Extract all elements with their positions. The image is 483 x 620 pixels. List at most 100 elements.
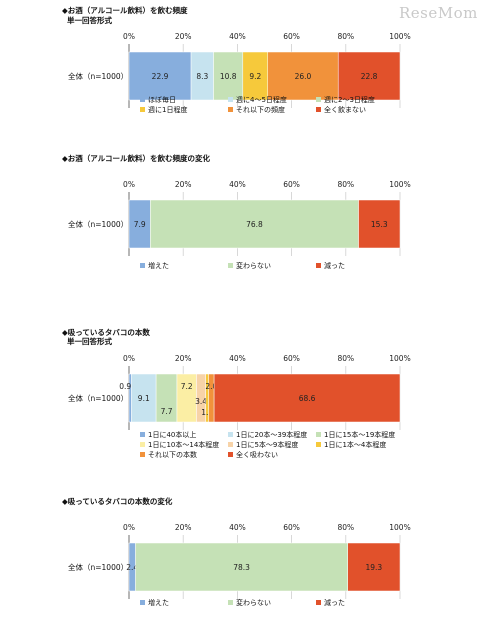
data-label: 7.2 [181,382,193,391]
legend-label: 増えた [148,262,169,270]
tick-label: 20% [175,523,192,532]
tick-label: 80% [337,32,354,41]
tick-label: 100% [389,32,410,41]
legend-item: 1日に5本～9本程度 [228,441,298,450]
legend-label: 増えた [148,599,169,607]
legend-item: 変わらない [228,262,271,271]
legend-item: それ以下の頻度 [228,106,285,115]
bar-segment [347,542,401,592]
legend-swatch [316,442,321,447]
tick-label: 0% [123,180,135,189]
data-label: 7.7 [161,407,173,416]
data-label: 26.0 [295,72,312,81]
data-label: 8.3 [196,72,208,81]
category-label: 全体（n=1000） [68,393,128,403]
data-label: 2.4 [126,563,138,572]
legend-swatch [140,600,145,605]
resemom-watermark: ReseMom [399,4,478,22]
tick-label: 60% [283,354,300,363]
chart-plot: 0% 20% 40% 60% 80% 100% 全体（n=1000） 22.9 8.3 10.8 9… [68,32,411,108]
data-label: 9.1 [138,394,150,403]
chart-plot: 0% 20% 40% 60% 80% 100% 全体（n=1000） 7.9 76.8 15.3 [68,180,411,256]
chart-title: ◆吸っているタバコの本数 [62,328,150,337]
category-label: 全体（n=1000） [68,71,128,81]
tick-label: 0% [123,32,135,41]
legend-swatch [316,97,321,102]
data-label: 0.9 [119,382,131,391]
legend-label: それ以下の頻度 [236,106,285,114]
chart-title: ◆お酒（アルコール飲料）を飲む頻度 [62,6,188,15]
chart-drinking-change: ◆お酒（アルコール飲料）を飲む頻度の変化 0% 20% 40% 60% 80% 100% 全… [0,150,483,280]
data-label: 78.3 [233,563,250,572]
legend-item: ほぼ毎日 [140,96,176,105]
data-label: 3.4 [195,397,207,406]
data-label: 9.2 [249,72,261,81]
bar-segment [358,199,401,249]
chart-drinking-frequency: ◆お酒（アルコール飲料）を飲む頻度 単一回答形式 0% 20% 40% 60% 80% 1… [0,0,483,140]
legend-swatch [140,452,145,457]
legend-item: 全く飲まない [316,106,366,115]
legend-swatch [228,97,233,102]
legend-label: 減った [324,262,345,270]
tick-label: 40% [229,523,246,532]
legend-swatch [316,432,321,437]
legend-swatch [140,442,145,447]
chart-cigarette-change: ◆吸っているタバコの本数の変化 0% 20% 40% 60% 80% 100% 全体（n=1… [0,495,483,620]
legend-label: 1日に15本～19本程度 [324,431,396,439]
legend-swatch [228,432,233,437]
data-label: 10.8 [220,72,237,81]
legend-label: 1日に40本以上 [148,431,197,439]
bar-segment [213,373,401,423]
legend-label: 1日に20本～39本程度 [236,431,308,439]
chart-title: ◆お酒（アルコール飲料）を飲む頻度の変化 [62,154,211,163]
chart-subtitle: 単一回答形式 [67,337,112,346]
legend-label: 減った [324,599,345,607]
legend-swatch [228,263,233,268]
category-label: 全体（n=1000） [68,219,128,229]
tick-label: 100% [389,354,410,363]
legend-item: 増えた [140,262,169,271]
legend-item: 1日に15本～19本程度 [316,431,395,440]
bar-segment [242,51,269,101]
legend-item: 1日に20本～39本程度 [228,431,307,440]
legend-swatch [140,263,145,268]
tick-label: 40% [229,354,246,363]
legend-swatch [140,432,145,437]
legend-swatch [316,263,321,268]
bar-segment [150,199,359,249]
legend-label: 変わらない [236,262,271,270]
legend-item: 減った [316,599,345,608]
tick-label: 20% [175,180,192,189]
legend-item: 全く吸わない [228,451,278,460]
tick-label: 40% [229,180,246,189]
legend-item: 1日に10本～14本程度 [140,441,219,450]
data-label: 1.1 [201,408,213,417]
tick-label: 0% [123,354,135,363]
legend-swatch [316,600,321,605]
tick-label: 60% [283,32,300,41]
legend-item: 1日に40本以上 [140,431,196,440]
legend-item: 週に2～3日程度 [316,96,375,105]
data-label: 22.9 [152,72,169,81]
legend-swatch [228,600,233,605]
legend-swatch [228,452,233,457]
bar-segment [213,51,244,101]
legend-item: 週に1日程度 [140,106,187,115]
legend-item: 週に4～5日程度 [228,96,287,105]
data-label: 2.0 [205,382,217,391]
legend-swatch [140,97,145,102]
data-label: 19.3 [365,563,382,572]
legend-label: それ以下の本数 [148,451,197,459]
bar-segment [135,542,348,592]
legend-item: 増えた [140,599,169,608]
tick-label: 100% [389,523,410,532]
tick-label: 40% [229,32,246,41]
legend-item: 変わらない [228,599,271,608]
legend-label: 週に2～3日程度 [324,96,375,104]
tick-label: 0% [123,523,135,532]
legend-label: 1日に5本～9本程度 [236,441,299,449]
legend-item: 減った [316,262,345,271]
chart-title: ◆吸っているタバコの本数の変化 [62,497,173,506]
legend-item: それ以下の本数 [140,451,197,460]
tick-label: 80% [337,354,354,363]
